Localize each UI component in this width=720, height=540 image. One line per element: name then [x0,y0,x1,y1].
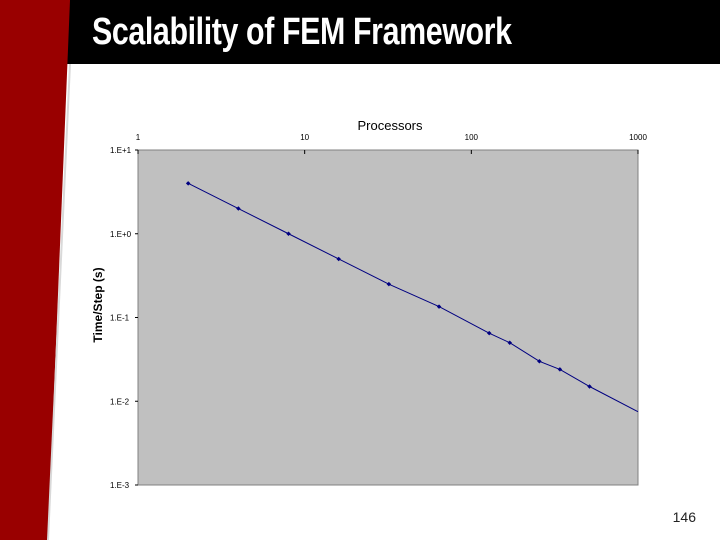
data-point [557,367,563,372]
y-tick-label: 1.E+0 [110,230,132,239]
slide-title: Scalability of FEM Framework [92,11,512,53]
x-tick-label: 10 [300,133,309,142]
title-bar [0,0,720,64]
page-number: 146 [672,509,696,525]
y-tick-label: 1.E+1 [110,146,132,155]
y-tick-label: 1.E-1 [110,314,130,323]
axis-layer: 1 10 100 1000 1.E+1 1.E+0 1.E-1 1.E-2 1.E-3 [110,133,647,490]
data-point [507,340,513,345]
x-tick-label: 100 [465,133,479,142]
y-axis-label: Time/Step (s) [91,267,105,342]
data-point [286,231,291,237]
red-accent-strip [0,0,70,540]
strip-edge-shadow [47,63,71,540]
series-line [187,182,639,413]
x-tick-label: 1000 [629,133,647,142]
y-tick-label: 1.E-3 [110,481,130,490]
plot-area [137,149,639,486]
x-axis-label: Processors [357,118,423,133]
scalability-chart: 1 10 100 1000 1.E+1 1.E+0 1.E-1 1.E-2 1.E-3 Proc… [91,118,647,490]
y-tick-label: 1.E-2 [110,397,130,406]
data-point [587,384,592,389]
data-point [486,330,492,336]
x-tick-label: 1 [136,133,141,142]
data-point [336,256,341,262]
